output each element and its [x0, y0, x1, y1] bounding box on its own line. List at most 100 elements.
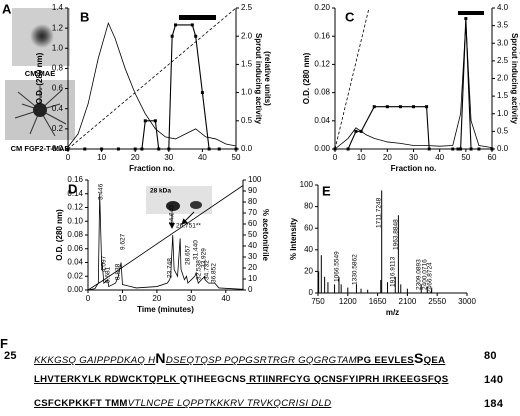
y-tick-label: 0.00	[314, 144, 330, 153]
peak-label: 31.440	[193, 240, 200, 260]
marker	[153, 119, 157, 123]
marker	[354, 129, 358, 133]
x-tick-label: 20	[131, 153, 140, 162]
y2-tick-label: 1.5	[497, 91, 509, 100]
sequence-line: LHVTERKYLK RDWCKTQPLK QTIHEEGCNS RTIINRF…	[0, 374, 520, 392]
y2-tick-label: 0.5	[497, 126, 509, 135]
peak-label: 9.627	[120, 233, 127, 250]
x-tick-label: 0	[86, 294, 91, 303]
x-tick-label: 50	[232, 153, 241, 162]
marker	[157, 147, 161, 151]
marker	[170, 34, 174, 38]
y2-tick-label: 3.5	[497, 21, 509, 30]
peak-label: 2400.0716	[422, 259, 429, 290]
y-tick-label: 0.16	[67, 175, 83, 184]
sequence-text: F	[0, 336, 9, 351]
y-tick-label: 0.6	[52, 84, 64, 93]
sequence-text: VTLNCPE LQPPTKKKRV TRVKQCRISI DLD	[127, 398, 332, 409]
y-tick-label: 0.20	[314, 3, 330, 12]
y2-tick-label: 80	[248, 197, 257, 206]
y-tick-label: 0.12	[314, 60, 330, 69]
sequence-text: 80	[484, 350, 497, 362]
y2-tick-label: 1.0	[241, 88, 253, 97]
marker	[412, 105, 415, 109]
peak-label: 2309.0893	[416, 259, 423, 290]
line	[334, 7, 370, 150]
sequence-text: N	[155, 350, 166, 366]
panel-label: D	[68, 181, 77, 196]
sequence-text: QEA	[423, 355, 446, 366]
sequence-line: 25 KKKGSQ GAIPPPDKAQ HNDSEQTQSP PQPGSRTRG…	[0, 350, 520, 368]
y2-axis-label: Sprout inducing activity	[510, 33, 519, 125]
peak-label: 1711.7248	[376, 197, 383, 228]
marker	[217, 147, 221, 151]
marker	[116, 147, 120, 151]
peak-label: 32.538	[196, 260, 203, 280]
y-tick-label: 0.14	[67, 189, 83, 198]
marker	[464, 17, 468, 21]
peak-label: 1916.9113	[390, 256, 397, 287]
sequence: F 25 KKKGSQ GAIPPPDKAQ HNDSEQTQSP PQPGSRTR…	[0, 336, 520, 410]
gel-band	[166, 201, 180, 211]
y2-tick-label: 2.0	[241, 31, 253, 40]
y2-tick-label: 4.0	[497, 3, 509, 12]
x-tick-label: 20	[152, 294, 161, 303]
x-tick-label: 10	[97, 153, 106, 162]
marker	[456, 147, 460, 151]
y2-tick-label: 1.0	[497, 109, 509, 118]
y2-tick-label: 10	[248, 274, 257, 283]
peak-label: 24.640	[169, 205, 176, 225]
y-tick-label: 0.08	[67, 230, 83, 239]
y-tick-label: 1.4	[52, 3, 64, 12]
sequence-body: CSFCKPKKFT TMMVTLNCPE LQPPTKKKRV TRVKQCR…	[34, 398, 331, 409]
peak-label: 5.681	[105, 266, 112, 283]
marker	[346, 147, 350, 151]
x-tick-label: 2100	[399, 297, 417, 306]
marker	[451, 147, 455, 151]
panel-label: E	[322, 183, 331, 198]
y-tick-label: 0.0	[52, 144, 64, 153]
y-tick-label: 80	[304, 202, 313, 211]
y-tick-label: 0.16	[314, 31, 330, 40]
peak-label: 34.732	[204, 260, 211, 280]
y2-tick-label: 1.5	[241, 60, 253, 69]
y2-tick-label: 2.5	[241, 3, 253, 12]
panel-label: B	[80, 9, 89, 24]
y-tick-label: 100	[300, 180, 314, 189]
line	[68, 24, 236, 150]
peak-label: 1066.5549	[334, 251, 341, 282]
peak-label: 36.852	[211, 263, 218, 283]
sequence-text: 184	[484, 398, 504, 410]
peak-label: 1330.5862	[352, 254, 359, 285]
marker	[140, 147, 144, 151]
line	[87, 185, 244, 291]
peak-label: 1963.8848	[393, 219, 400, 250]
marker	[194, 34, 198, 38]
x-tick-label: 1650	[369, 297, 387, 306]
y-tick-label: 0.08	[314, 88, 330, 97]
x-tick-label: 0	[333, 153, 338, 162]
y2-tick-label: 0.0	[241, 144, 253, 153]
x-tick-label: 750	[311, 297, 325, 306]
marker	[459, 147, 463, 151]
sequence-text: RTIINRFCYG QCNSFYIPRH IRKEEGSFQS	[246, 374, 449, 385]
y2-tick-label: 60	[248, 219, 257, 228]
y2-axis-label: (relative units)	[263, 51, 272, 106]
sequence-text: KKKGSQ GAIPPPDKAQ H	[34, 355, 156, 366]
y2-tick-label: 0	[248, 285, 253, 294]
peak-label: 33.929	[201, 248, 208, 268]
sequence-text: QTIHEEGCNS	[179, 374, 247, 385]
marker	[372, 105, 376, 109]
x-tick-label: 40	[198, 153, 207, 162]
y-tick-label: 0.04	[314, 116, 330, 125]
y-tick-label: 1.2	[52, 23, 64, 32]
x-tick-label: 40	[435, 153, 444, 162]
marker	[143, 119, 147, 123]
x-tick-label: 3000	[458, 297, 476, 306]
line	[67, 21, 237, 148]
peak-label: 4.097	[101, 255, 108, 272]
marker	[66, 147, 70, 151]
marker	[190, 23, 194, 27]
y-tick-label: 0.10	[67, 216, 83, 225]
y2-tick-label: 2.0	[497, 74, 509, 83]
